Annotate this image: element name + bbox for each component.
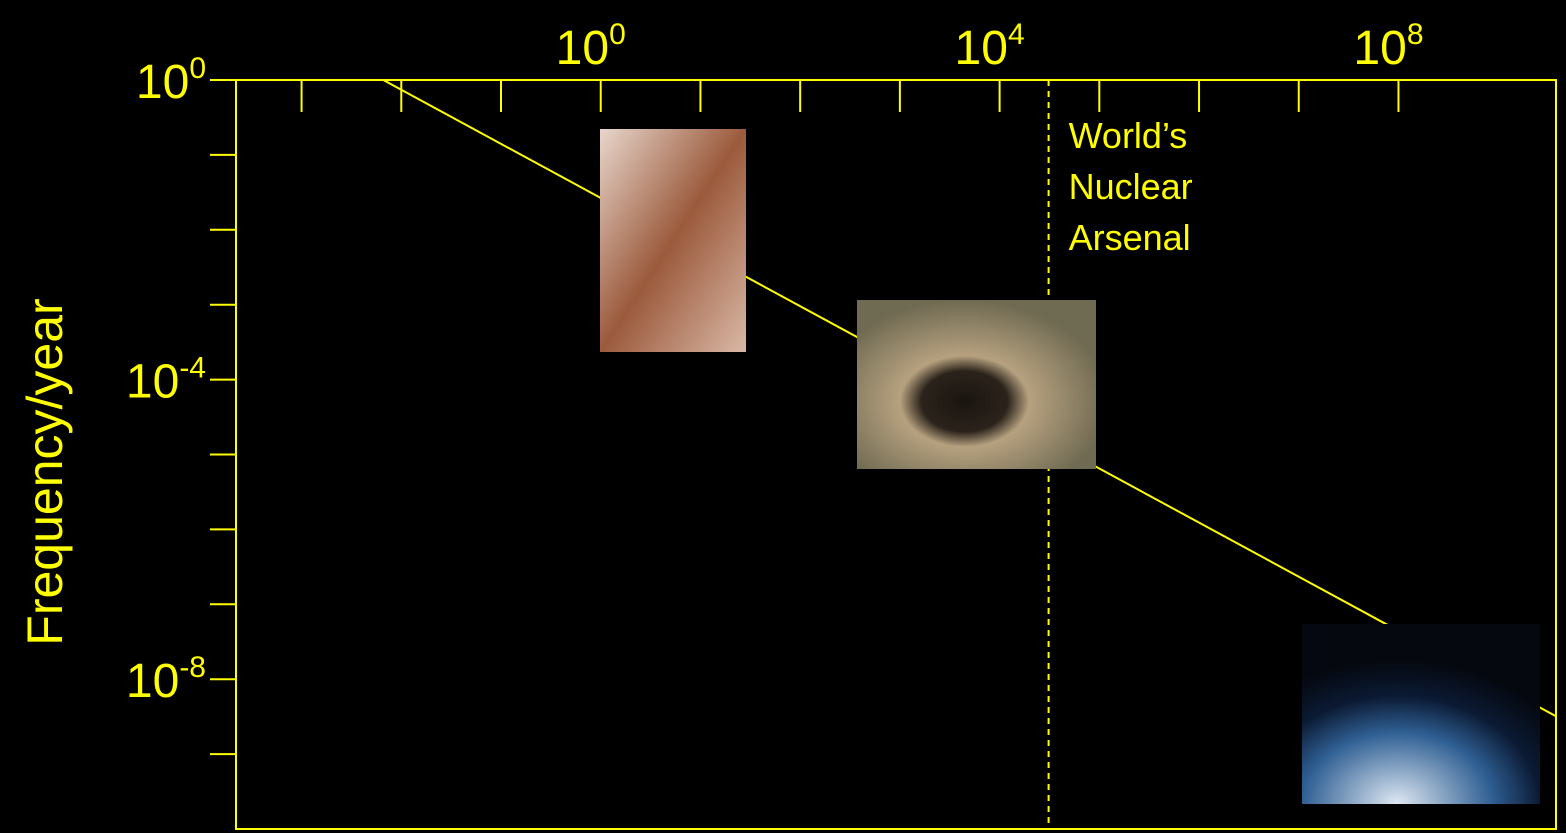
tick-label-base: 10 xyxy=(126,356,179,409)
x-tick-label: 104 xyxy=(955,18,1025,75)
reference-label: Nuclear xyxy=(1069,166,1193,207)
tick-label-base: 10 xyxy=(136,56,189,109)
y-tick-label: 100 xyxy=(136,52,206,109)
y-axis-label: Frequency/year xyxy=(17,298,73,645)
tick-label-exponent: -8 xyxy=(179,651,206,684)
tick-label-base: 10 xyxy=(126,655,179,708)
tick-label-base: 10 xyxy=(556,22,609,75)
tick-label-exponent: 0 xyxy=(609,18,626,51)
tick-label-base: 10 xyxy=(955,22,1008,75)
crater-photo xyxy=(857,300,1096,469)
reference-label: Arsenal xyxy=(1069,217,1191,258)
tunguska-photo xyxy=(600,129,746,352)
impact-painting xyxy=(1302,624,1540,804)
reference-label: World’s xyxy=(1069,115,1188,156)
y-tick-label: 10-8 xyxy=(126,651,206,708)
tick-label-exponent: -4 xyxy=(179,352,206,385)
tick-label-exponent: 0 xyxy=(189,52,206,85)
tick-label-exponent: 8 xyxy=(1407,18,1424,51)
y-tick-label: 10-4 xyxy=(126,352,206,409)
tick-label-exponent: 4 xyxy=(1008,18,1025,51)
tick-label-base: 10 xyxy=(1353,22,1406,75)
x-tick-label: 100 xyxy=(556,18,626,75)
x-tick-label: 108 xyxy=(1353,18,1423,75)
